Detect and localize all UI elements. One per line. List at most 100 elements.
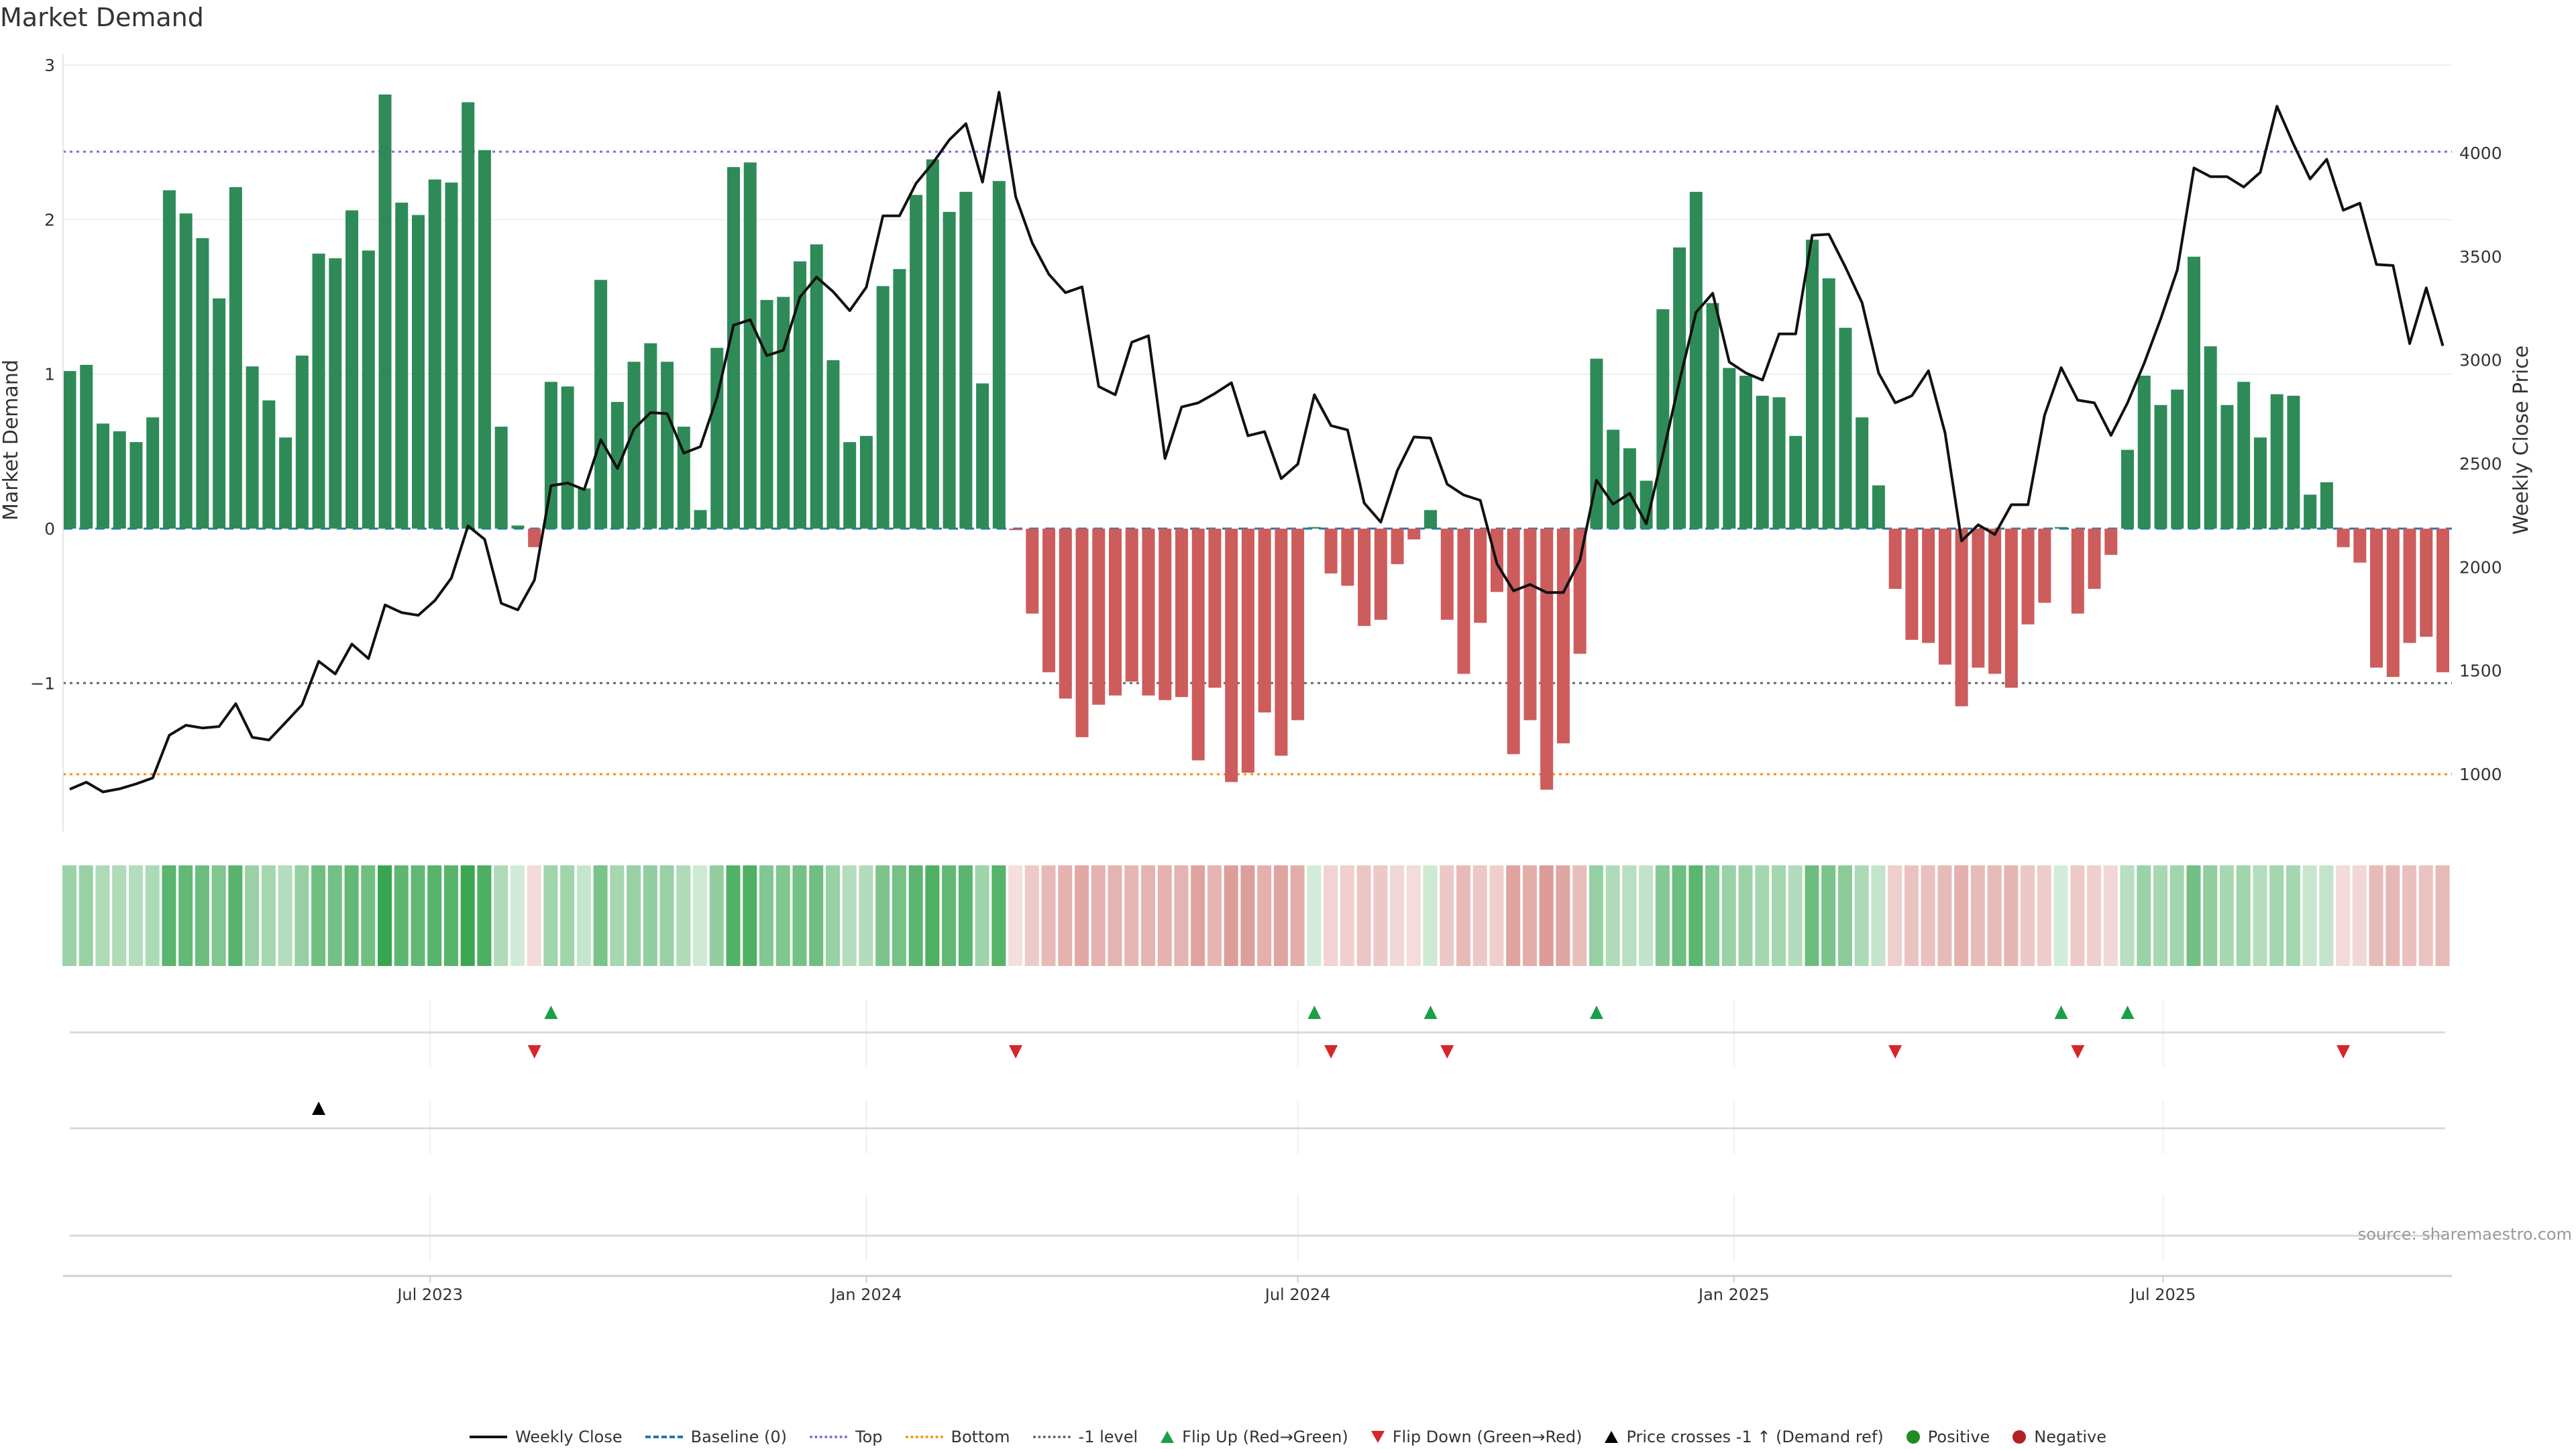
demand-bar bbox=[976, 383, 989, 529]
demand-bar bbox=[2004, 529, 2018, 688]
heat-cell bbox=[128, 865, 143, 966]
demand-bar bbox=[826, 360, 840, 529]
legend-item: Negative bbox=[2012, 1428, 2106, 1446]
demand-bar bbox=[2121, 449, 2135, 529]
legend-item: Weekly Close bbox=[469, 1428, 623, 1446]
demand-bar bbox=[793, 261, 806, 529]
demand-bar bbox=[810, 244, 823, 529]
flip-down-marker bbox=[1440, 1045, 1454, 1059]
heat-cell bbox=[178, 865, 193, 966]
legend-line-swatch bbox=[810, 1436, 847, 1438]
demand-bar bbox=[1556, 529, 1570, 744]
demand-bar bbox=[2071, 529, 2084, 614]
demand-bar bbox=[213, 298, 226, 529]
heat-cell bbox=[228, 865, 243, 966]
demand-bar bbox=[1623, 448, 1636, 529]
legend-item: Flip Down (Green→Red) bbox=[1371, 1428, 1582, 1446]
heat-cell bbox=[145, 865, 160, 966]
demand-bar bbox=[312, 254, 325, 529]
axes: 3 2 1 0 −1 4000 3500 3000 2500 2000 1500 1000 Market… bbox=[0, 54, 2533, 832]
legend-item: Positive bbox=[1906, 1428, 1990, 1446]
heat-cell bbox=[1639, 865, 1654, 966]
legend-dot-icon bbox=[1906, 1430, 1920, 1444]
demand-bar bbox=[1324, 529, 1338, 574]
demand-bar bbox=[2154, 405, 2167, 529]
demand-bar bbox=[445, 182, 458, 529]
heat-cell bbox=[2286, 865, 2300, 966]
flip-up-marker bbox=[2054, 1006, 2068, 1019]
demand-heat-strip bbox=[62, 865, 2450, 966]
legend-label: Top bbox=[855, 1428, 883, 1446]
demand-bar bbox=[1258, 529, 1271, 713]
heat-cell bbox=[1788, 865, 1803, 966]
heat-cell bbox=[1522, 865, 1537, 966]
heat-cell bbox=[1605, 865, 1620, 966]
heat-cell bbox=[261, 865, 276, 966]
heat-cell bbox=[2418, 865, 2433, 966]
demand-bar bbox=[1689, 191, 1703, 529]
heat-cell bbox=[2435, 865, 2450, 966]
demand-bar bbox=[760, 300, 773, 529]
legend-label: Flip Up (Red→Green) bbox=[1182, 1428, 1348, 1446]
demand-bar bbox=[1125, 529, 1138, 682]
flip-down-marker bbox=[2337, 1045, 2351, 1059]
y2-axis-label: Weekly Close Price bbox=[2510, 345, 2533, 535]
heat-cell bbox=[1273, 865, 1288, 966]
demand-bar bbox=[1706, 303, 1719, 529]
demand-bar bbox=[1839, 327, 1852, 529]
x-tick-label: Jul 2023 bbox=[396, 1285, 463, 1304]
demand-bar bbox=[362, 250, 375, 529]
heat-cell bbox=[394, 865, 409, 966]
heat-cell bbox=[975, 865, 989, 966]
demand-bar bbox=[627, 362, 641, 529]
demand-bar bbox=[1159, 529, 1172, 700]
heat-cell bbox=[859, 865, 873, 966]
flip-down-marker bbox=[1888, 1045, 1902, 1059]
legend-label: Price crosses -1 ↑ (Demand ref) bbox=[1626, 1428, 1884, 1446]
heat-cell bbox=[1506, 865, 1521, 966]
legend-label: Weekly Close bbox=[515, 1428, 623, 1446]
heat-cell bbox=[1987, 865, 2002, 966]
heat-cell bbox=[543, 865, 558, 966]
demand-bar bbox=[1673, 247, 1686, 529]
demand-bar bbox=[943, 211, 956, 529]
demand-bar bbox=[1888, 529, 1902, 589]
heat-cell bbox=[1854, 865, 1869, 966]
demand-bar bbox=[2137, 376, 2151, 529]
heat-cell bbox=[112, 865, 127, 966]
heat-cell bbox=[1058, 865, 1073, 966]
demand-bar bbox=[1723, 368, 1736, 529]
heat-cell bbox=[1041, 865, 1056, 966]
demand-bar bbox=[926, 159, 939, 529]
triangle-down-icon bbox=[1371, 1431, 1385, 1443]
heat-cell bbox=[825, 865, 840, 966]
demand-bar bbox=[1955, 529, 1968, 706]
legend-line-swatch bbox=[905, 1436, 943, 1438]
heat-cell bbox=[2103, 865, 2118, 966]
legend-line-swatch bbox=[1032, 1436, 1071, 1438]
demand-bar bbox=[462, 102, 475, 529]
demand-bar bbox=[2304, 494, 2317, 529]
flip-down-marker bbox=[1009, 1045, 1023, 1059]
legend-item: Price crosses -1 ↑ (Demand ref) bbox=[1605, 1428, 1884, 1446]
heat-cell bbox=[2203, 865, 2218, 966]
heat-cell bbox=[1423, 865, 1438, 966]
demand-bar bbox=[876, 286, 890, 529]
y2-tick-label: 3500 bbox=[2459, 247, 2502, 266]
y-tick-label: 3 bbox=[44, 56, 55, 75]
heat-cell bbox=[2319, 865, 2334, 966]
demand-bar bbox=[395, 203, 409, 529]
heat-cell bbox=[908, 865, 923, 966]
legend: Weekly Close Baseline (0) Top Bottom -1 leve… bbox=[0, 1428, 2576, 1446]
heat-cell bbox=[759, 865, 773, 966]
demand-bar bbox=[2204, 346, 2217, 529]
demand-bar bbox=[893, 269, 906, 529]
demand-bar bbox=[1507, 529, 1520, 755]
heat-cell bbox=[411, 865, 425, 966]
heat-cell bbox=[1207, 865, 1222, 966]
heat-cell bbox=[443, 865, 458, 966]
demand-bar bbox=[1075, 529, 1089, 737]
demand-bar bbox=[2287, 395, 2300, 529]
demand-bar bbox=[777, 297, 790, 529]
demand-bar bbox=[494, 427, 508, 529]
